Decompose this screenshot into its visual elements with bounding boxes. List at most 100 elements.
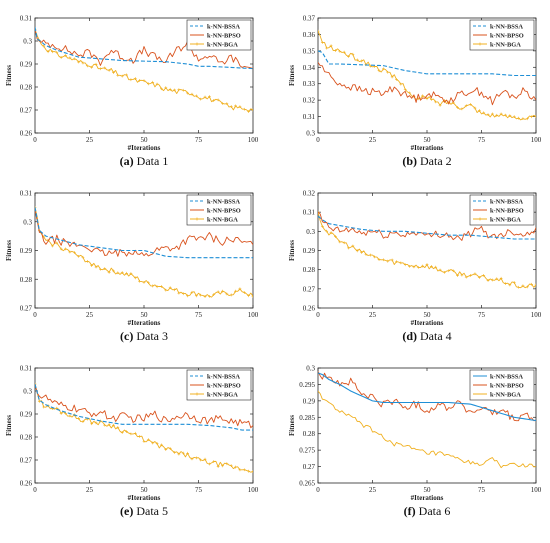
series-marker bbox=[355, 249, 359, 253]
panel-caption: (c) Data 3 bbox=[120, 329, 168, 343]
y-tick-label: 0.26 bbox=[20, 130, 33, 138]
legend-label: k-NN-BPSO bbox=[490, 382, 524, 389]
legend-marker bbox=[478, 217, 482, 221]
x-tick-label: 0 bbox=[316, 136, 320, 144]
series-group bbox=[35, 382, 253, 473]
y-tick-label: 0.32 bbox=[303, 190, 316, 198]
series-marker bbox=[116, 271, 120, 275]
series-marker bbox=[107, 423, 111, 426]
series-marker bbox=[194, 456, 198, 460]
series-marker bbox=[438, 268, 442, 272]
series-marker bbox=[251, 108, 253, 112]
x-tick-label: 75 bbox=[195, 311, 203, 319]
series-line-k-NN-BSSA bbox=[318, 50, 536, 77]
series-marker bbox=[173, 88, 176, 92]
y-tick-label: 0.26 bbox=[20, 480, 33, 488]
series-marker bbox=[208, 294, 211, 298]
series-marker bbox=[77, 417, 80, 420]
series-marker bbox=[177, 88, 181, 92]
series-line-k-NN-BSSA bbox=[35, 207, 253, 259]
legend-label: k-NN-BPSO bbox=[207, 207, 241, 214]
series-marker bbox=[456, 274, 459, 277]
legend: k-NN-BSSA k-NN-BPSO k-NN-BGA bbox=[186, 369, 252, 401]
series-marker bbox=[320, 41, 324, 44]
series-marker bbox=[491, 278, 494, 282]
chart-panel-a: 0 25 50 75 100 0.26 0.27 0.28 0.29 0.3 0.31 #Iterat… bbox=[5, 15, 259, 169]
x-tick-label: 75 bbox=[478, 136, 486, 144]
x-tick-label: 100 bbox=[248, 311, 259, 319]
series-line-k-NN-BSSA bbox=[35, 383, 253, 431]
series-line-k-NN-BPSO bbox=[318, 371, 536, 422]
series-marker bbox=[81, 61, 85, 65]
series-marker bbox=[469, 274, 472, 277]
y-tick-label: 0.295 bbox=[299, 381, 315, 389]
x-tick-label: 100 bbox=[248, 136, 259, 144]
y-tick-label: 0.29 bbox=[20, 411, 33, 419]
series-marker bbox=[334, 235, 337, 238]
series-marker bbox=[355, 58, 359, 62]
series-marker bbox=[133, 431, 137, 435]
series-marker bbox=[146, 281, 150, 285]
series-marker bbox=[399, 82, 403, 86]
series-marker bbox=[325, 46, 329, 50]
y-axis-label: Fitness bbox=[288, 240, 296, 261]
series-marker bbox=[517, 116, 520, 120]
series-marker bbox=[382, 67, 385, 71]
y-axis-label: Fitness bbox=[5, 65, 13, 86]
series-marker bbox=[234, 465, 237, 469]
series-marker bbox=[429, 98, 433, 101]
x-tick-label: 50 bbox=[141, 136, 149, 144]
series-marker bbox=[81, 255, 85, 259]
legend-label: k-NN-BGA bbox=[490, 41, 521, 48]
series-marker bbox=[486, 113, 490, 117]
y-tick-label: 0.29 bbox=[303, 397, 316, 405]
series-marker bbox=[160, 443, 163, 447]
legend-label: k-NN-BSSA bbox=[207, 198, 240, 205]
y-tick-label: 0.27 bbox=[20, 107, 33, 115]
series-marker bbox=[112, 71, 115, 75]
series-marker bbox=[181, 451, 185, 455]
panel-caption-letter: (a) bbox=[120, 154, 137, 168]
series-marker bbox=[190, 457, 194, 461]
series-marker bbox=[234, 289, 237, 293]
series-marker bbox=[521, 117, 525, 121]
x-tick-label: 75 bbox=[195, 486, 203, 494]
series-marker bbox=[521, 284, 525, 288]
series-marker bbox=[203, 457, 207, 461]
series-marker bbox=[412, 265, 416, 269]
y-axis-label: Fitness bbox=[5, 240, 13, 261]
y-tick-label: 0.3 bbox=[23, 38, 32, 46]
series-marker bbox=[90, 264, 94, 267]
panel-caption: (d) Data 4 bbox=[402, 329, 451, 343]
y-tick-label: 0.3 bbox=[306, 228, 315, 236]
legend-label: k-NN-BSSA bbox=[207, 23, 240, 30]
series-marker bbox=[59, 412, 63, 415]
y-tick-label: 0.31 bbox=[20, 190, 33, 198]
series-marker bbox=[142, 440, 146, 443]
series-line-k-NN-BSSA bbox=[35, 27, 253, 70]
series-marker bbox=[203, 295, 207, 298]
legend-label: k-NN-BPSO bbox=[207, 382, 241, 389]
series-marker bbox=[160, 285, 163, 288]
legend-marker bbox=[195, 217, 199, 221]
x-tick-label: 25 bbox=[369, 136, 377, 144]
chart-panel-f: 0 25 50 75 100 0.265 0.27 0.275 0.28 0.285 0.29 0.2… bbox=[288, 365, 542, 519]
series-marker bbox=[390, 258, 394, 262]
series-marker bbox=[234, 104, 237, 108]
series-marker bbox=[64, 54, 67, 57]
series-marker bbox=[199, 458, 203, 462]
series-marker bbox=[177, 291, 181, 295]
series-marker bbox=[364, 252, 368, 256]
series-marker bbox=[508, 114, 512, 118]
series-marker bbox=[247, 110, 251, 113]
y-axis-label: Fitness bbox=[288, 65, 296, 86]
series-marker bbox=[181, 88, 185, 92]
series-marker bbox=[377, 69, 381, 73]
x-tick-label: 0 bbox=[33, 311, 37, 319]
series-marker bbox=[473, 106, 477, 110]
series-marker bbox=[229, 105, 233, 108]
series-marker bbox=[177, 452, 181, 456]
series-marker bbox=[351, 52, 355, 56]
x-tick-label: 100 bbox=[531, 136, 542, 144]
